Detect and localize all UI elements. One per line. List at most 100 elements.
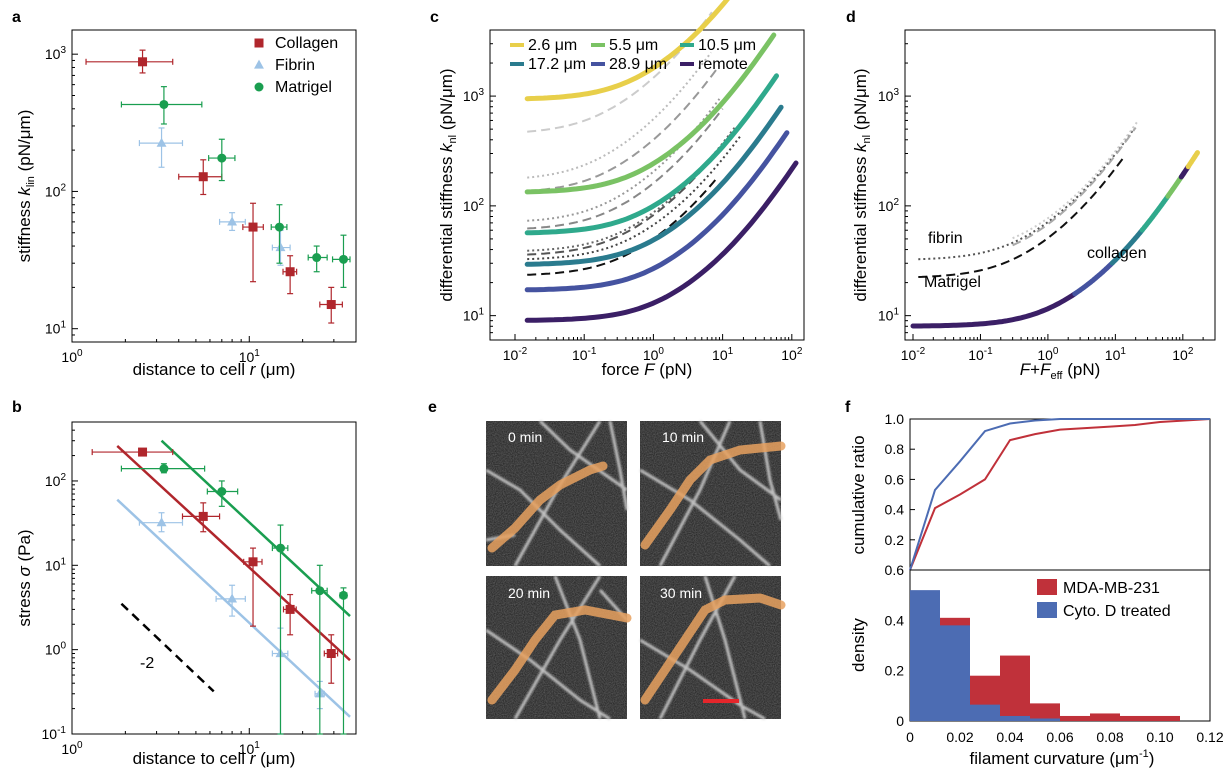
panel-d-label-matrigel: Matrigel <box>924 274 981 291</box>
histogram-bar-mda-mb-231 <box>1150 715 1180 721</box>
master-curve-segment <box>1072 260 1115 297</box>
panel-b-frame <box>71 421 357 735</box>
legend-label: remote <box>698 56 748 73</box>
master-curve-segment <box>910 291 1078 329</box>
x-tick-label: 100 <box>1037 346 1059 363</box>
fit-line-fibrin <box>116 498 351 718</box>
y-tick-label: 0 <box>896 713 904 729</box>
y-tick-label: 0.2 <box>885 532 905 548</box>
gray-reference-curve <box>527 131 734 256</box>
panel-f-chart: 0.20.40.60.81.0 00.20.40.60 0.02 0.04 0.06 0… <box>849 411 1224 768</box>
legend-label: 2.6 μm <box>528 37 577 54</box>
fiber-overlay-2 <box>487 605 632 705</box>
panel-label-f: f <box>845 399 851 416</box>
panel-c-ylabel: differential stiffness knl (pN/μm) <box>437 68 459 301</box>
histogram-bar-cyto-d-treated <box>1030 718 1060 721</box>
gray-reference-curve <box>527 11 713 133</box>
gray-reference-curve <box>918 154 1127 278</box>
data-point-matrigel <box>338 590 348 600</box>
y-tick-label: 102 <box>463 197 485 214</box>
data-point-collagen <box>248 557 258 567</box>
gray-reference-curve <box>918 127 1136 261</box>
y-tick-label: 0.6 <box>885 562 905 578</box>
x-tick-label: 10-1 <box>968 346 993 363</box>
gray-reference-curve <box>527 51 712 179</box>
data-point-fibrin <box>227 216 238 226</box>
x-tick-label: 0.12 <box>1196 729 1223 745</box>
legend-label: Cyto. D treated <box>1063 603 1171 620</box>
panel-f-bottom-data <box>910 590 1180 721</box>
panel-f-top-frame <box>909 418 1211 571</box>
micrograph-time-2: 20 min <box>508 585 550 601</box>
legend-swatch <box>1037 579 1057 595</box>
data-point-collagen <box>198 172 208 182</box>
data-point-fibrin <box>156 137 167 147</box>
gray-reference-curve <box>527 135 742 261</box>
x-tick-label: 101 <box>712 346 734 363</box>
panel-a-data <box>85 49 351 324</box>
legend-label: 5.5 μm <box>609 37 658 54</box>
slope-reference-line <box>120 602 215 693</box>
panel-d-ylabel: differential stiffness knl (pN/μm) <box>851 68 873 301</box>
panel-c-data <box>524 0 799 323</box>
legend-marker-fibrin <box>254 59 264 69</box>
panel-f-top-ylabel: cumulative ratio <box>849 435 868 554</box>
fiber-overlay-3 <box>640 593 786 705</box>
y-tick-label: 103 <box>45 45 67 62</box>
gray-reference-curve <box>527 108 724 230</box>
panel-label-d: d <box>846 9 856 26</box>
y-tick-label: 101 <box>45 320 67 337</box>
data-point-collagen <box>138 447 148 457</box>
panel-f-legend: MDA-MB-231 Cyto. D treated <box>1037 579 1171 620</box>
y-tick-label: 103 <box>463 87 485 104</box>
data-point-matrigel <box>275 543 285 553</box>
master-curve-segment <box>1165 174 1184 199</box>
y-tick-label: 10-1 <box>42 725 67 742</box>
x-tick-label: 0.06 <box>1046 729 1073 745</box>
x-tick-label: 102 <box>1172 346 1194 363</box>
legend-label-fibrin: Fibrin <box>275 57 315 74</box>
micrograph-30min: 30 min <box>639 575 786 721</box>
legend-label: 17.2 μm <box>528 56 586 73</box>
fiber-overlay-1 <box>640 441 786 550</box>
panel-d-xlabel: F+Feff (pN) <box>1020 360 1101 382</box>
y-tick-label: 0.8 <box>885 441 905 457</box>
x-tick-label: 0.08 <box>1096 729 1123 745</box>
x-tick-label: 100 <box>61 740 83 757</box>
data-point-collagen <box>248 222 258 232</box>
data-point-matrigel <box>312 253 322 263</box>
panel-f-top-data <box>909 418 1211 571</box>
panel-label-e: e <box>428 399 437 416</box>
data-point-collagen <box>285 604 295 614</box>
series-curve-17.2-μm <box>524 104 784 267</box>
micrograph-0min: 0 min <box>485 419 629 568</box>
y-tick-label: 101 <box>45 556 67 573</box>
data-point-matrigel <box>315 586 325 596</box>
data-point-collagen <box>326 649 336 659</box>
x-tick-label: 10-2 <box>901 346 926 363</box>
x-tick-label: 10-2 <box>503 346 528 363</box>
gray-reference-curve <box>527 178 717 276</box>
series-curve-2.6-μm <box>524 0 730 102</box>
x-tick-label: 101 <box>239 348 261 365</box>
x-tick-label: 10-1 <box>572 346 597 363</box>
gray-reference-curve <box>527 98 721 222</box>
histogram-bar-cyto-d-treated <box>910 590 940 721</box>
data-point-matrigel <box>159 464 169 474</box>
panel-b-ylabel: stress σ (Pa) <box>15 529 34 626</box>
data-point-fibrin <box>275 242 286 252</box>
fit-line-collagen <box>116 445 351 662</box>
master-curve-segment <box>1109 227 1145 266</box>
y-tick-label: 0.2 <box>885 663 905 679</box>
panel-d-data <box>910 121 1200 329</box>
legend-marker-matrigel <box>254 82 264 92</box>
micrograph-time-3: 30 min <box>660 585 702 601</box>
y-tick-label: 1.0 <box>885 411 905 427</box>
data-point-matrigel <box>159 99 169 109</box>
master-curve-segment <box>1185 150 1200 170</box>
data-point-matrigel <box>274 222 284 232</box>
cumulative-line-cyto-d-treated <box>909 418 1210 571</box>
panel-f-bottom-ylabel: density <box>849 618 868 672</box>
panel-a-xlabel: distance to cell r (μm) <box>133 360 296 379</box>
